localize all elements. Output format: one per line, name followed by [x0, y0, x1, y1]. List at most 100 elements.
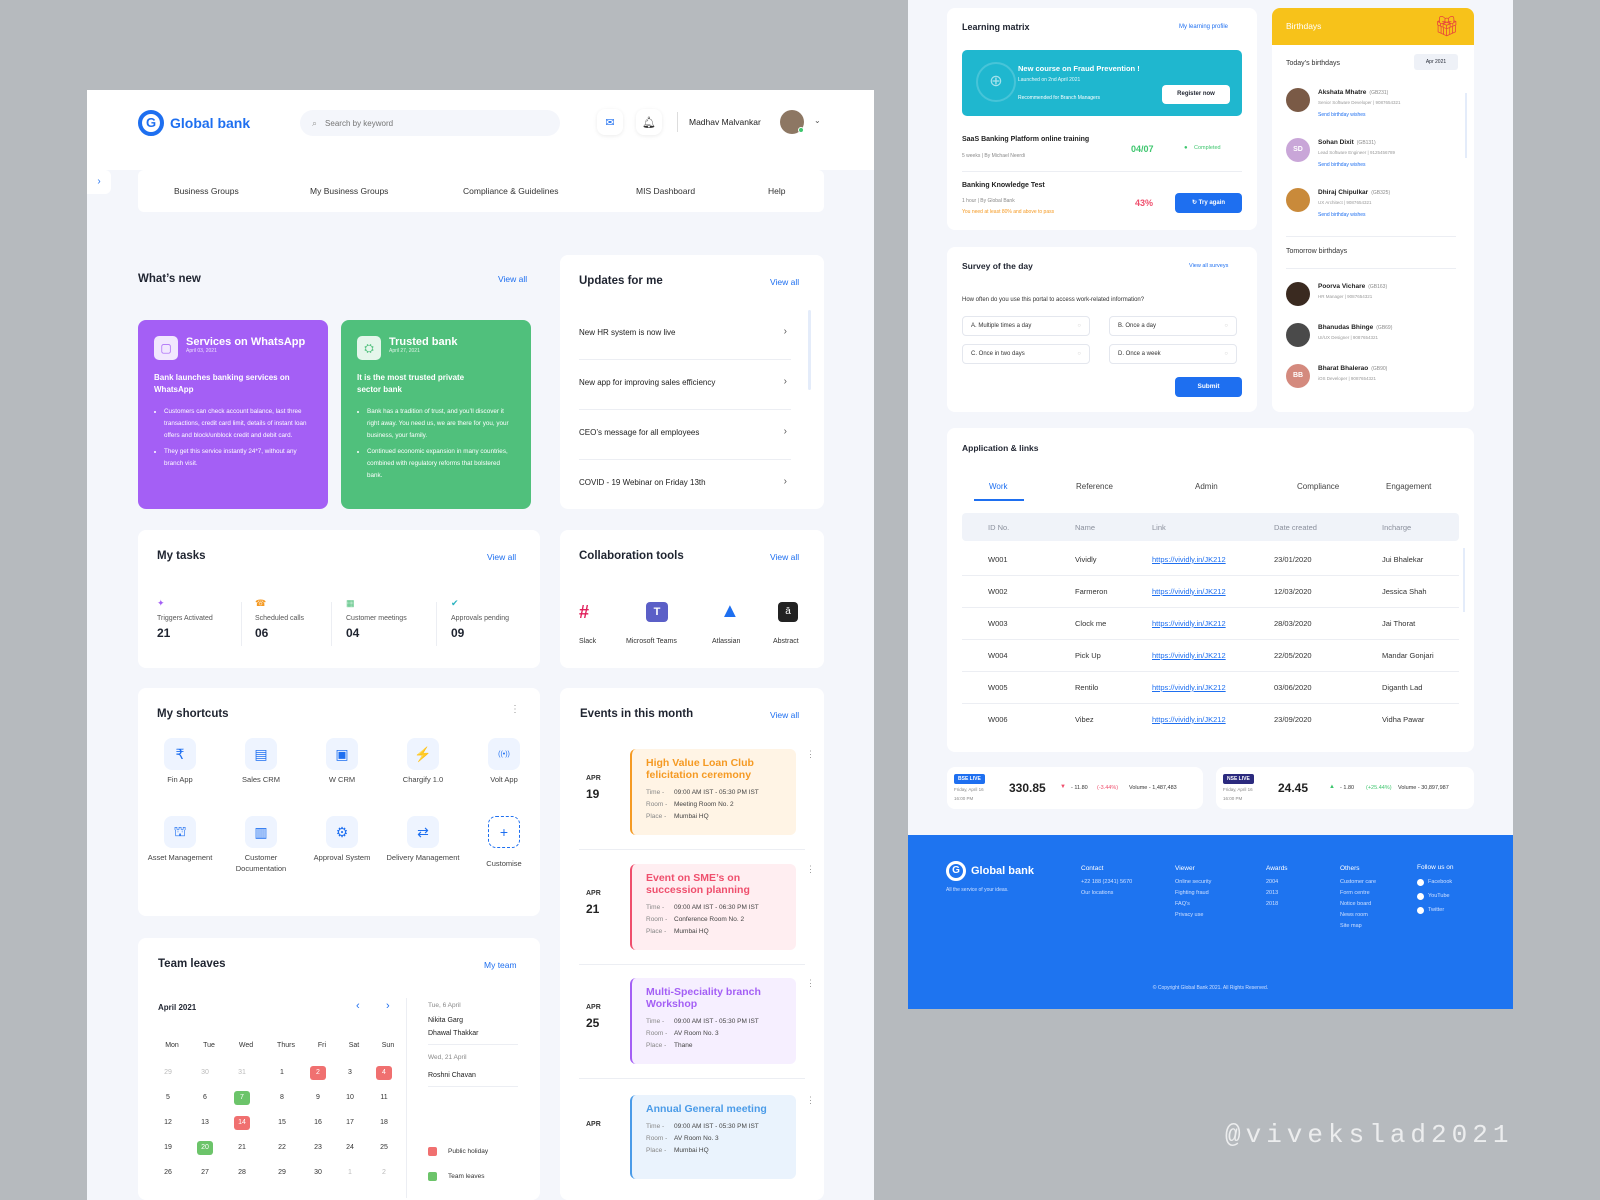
survey-option-b[interactable]: B. Once a day ○ [1109, 316, 1237, 336]
calendar-day[interactable]: 13 [201, 1119, 209, 1126]
footer-link[interactable]: 2004 [1266, 879, 1279, 885]
calendar-day[interactable]: 15 [278, 1119, 286, 1126]
calendar-day[interactable]: 6 [203, 1094, 207, 1101]
footer-link[interactable]: Site map [1340, 923, 1362, 929]
try-again-button[interactable]: ↻ Try again [1175, 193, 1242, 213]
footer-link[interactable]: News room [1340, 912, 1368, 918]
event-card[interactable]: Event on SME’s on succession planning Tim… [630, 864, 796, 950]
prev-month-button[interactable]: ‹ [356, 1000, 360, 1012]
facebook-icon[interactable] [1417, 879, 1424, 886]
footer-logo[interactable]: G Global bank [946, 861, 1034, 881]
shortcut-icon[interactable]: ▣ [326, 738, 358, 770]
social-link[interactable]: Twitter [1428, 907, 1445, 913]
search-box[interactable]: ⌕ [300, 110, 560, 136]
footer-link[interactable]: Our locations [1081, 890, 1114, 896]
stock-ticker[interactable]: BSE LIVE Friday, April 16 16:00 PM 330.85 ▼ -… [947, 767, 1203, 809]
nav-my-business-groups[interactable]: My Business Groups [310, 186, 389, 196]
calendar-day[interactable]: 8 [280, 1094, 284, 1101]
calendar-day[interactable]: 1 [348, 1169, 352, 1176]
event-card[interactable]: Multi-Speciality branch Workshop Time - 09… [630, 978, 796, 1064]
footer-link[interactable]: Fighting fraud [1175, 890, 1209, 896]
footer-link[interactable]: Form centre [1340, 890, 1370, 896]
update-item[interactable]: CEO’s message for all employees › [579, 410, 791, 460]
calendar-day[interactable]: 1 [280, 1069, 284, 1076]
birthday-scrollbar[interactable] [1465, 93, 1467, 158]
brand-logo[interactable]: G Global bank [138, 110, 250, 136]
calendar-day[interactable]: 2 [310, 1066, 326, 1080]
shortcut-icon[interactable]: ₹ [164, 738, 196, 770]
event-card[interactable]: High Value Loan Club felicitation ceremo… [630, 749, 796, 835]
app-link[interactable]: https://vividly.in/JK212 [1152, 587, 1226, 596]
shortcut-icon[interactable]: ((•)) [488, 738, 520, 770]
app-link[interactable]: https://vividly.in/JK212 [1152, 683, 1226, 692]
app-link[interactable]: https://vividly.in/JK212 [1152, 555, 1226, 564]
task-approvals[interactable]: ✔ Approvals pending 09 [451, 598, 541, 640]
social-link[interactable]: YouTube [1428, 893, 1450, 899]
calendar-day[interactable]: 20 [197, 1141, 213, 1155]
tab-engagement[interactable]: Engagement [1386, 482, 1432, 491]
calendar-day[interactable]: 11 [380, 1094, 388, 1101]
customise-icon[interactable]: + [488, 816, 520, 848]
calendar-day[interactable]: 18 [380, 1119, 388, 1126]
course-banner[interactable]: ⊕ New course on Fraud Prevention ! Launc… [962, 50, 1242, 116]
bell-icon[interactable]: 🔔︎ [636, 109, 662, 135]
avatar[interactable] [1286, 188, 1310, 212]
send-wishes-link[interactable]: Send birthday wishes [1318, 212, 1366, 218]
tasks-view-all[interactable]: View all [487, 552, 517, 562]
nav-compliance[interactable]: Compliance & Guidelines [463, 186, 559, 196]
avatar[interactable]: BB [1286, 364, 1310, 388]
social-link[interactable]: Facebook [1428, 879, 1453, 885]
calendar-day[interactable]: 16 [314, 1119, 322, 1126]
footer-link[interactable]: Online security [1175, 879, 1212, 885]
calendar-day[interactable]: 30 [314, 1169, 322, 1176]
event-card[interactable]: Annual General meeting Time - 09:00 AM IST… [630, 1095, 796, 1179]
calendar-day[interactable]: 21 [238, 1144, 246, 1151]
shortcut-icon[interactable]: ▤ [245, 738, 277, 770]
register-now-button[interactable]: Register now [1162, 85, 1230, 104]
more-icon[interactable]: ⋮ [510, 704, 520, 715]
events-view-all[interactable]: View all [770, 710, 800, 720]
calendar-day[interactable]: 28 [238, 1169, 246, 1176]
news-card-whatsapp[interactable]: ▢ Services on WhatsApp April 03, 2021 Ban… [138, 320, 328, 509]
footer-link[interactable]: 2013 [1266, 890, 1279, 896]
task-triggers[interactable]: ✦ Triggers Activated 21 [157, 598, 247, 640]
nav-business-groups[interactable]: Business Groups [174, 186, 239, 196]
task-calls[interactable]: ☎ Scheduled calls 06 [255, 598, 345, 640]
event-menu-icon[interactable]: ⋮ [806, 1095, 815, 1105]
calendar-day[interactable]: 24 [346, 1144, 354, 1151]
calendar-day[interactable]: 22 [278, 1144, 286, 1151]
shortcut-icon[interactable]: ⚡ [407, 738, 439, 770]
app-link[interactable]: https://vividly.in/JK212 [1152, 619, 1226, 628]
event-menu-icon[interactable]: ⋮ [806, 749, 815, 759]
calendar-day[interactable]: 7 [234, 1091, 250, 1105]
updates-view-all[interactable]: View all [770, 277, 800, 287]
slack-icon[interactable]: # [579, 602, 590, 622]
whats-new-view-all[interactable]: View all [498, 274, 528, 284]
shortcut-icon[interactable]: ▥ [245, 816, 277, 848]
tab-compliance[interactable]: Compliance [1297, 482, 1340, 491]
nav-mis-dashboard[interactable]: MIS Dashboard [636, 186, 696, 196]
twitter-icon[interactable] [1417, 907, 1424, 914]
search-input[interactable] [325, 118, 526, 128]
event-menu-icon[interactable]: ⋮ [806, 864, 815, 874]
view-all-surveys[interactable]: View all surveys [1189, 263, 1229, 269]
abstract-icon[interactable]: ā [778, 602, 798, 622]
footer-link[interactable]: 2018 [1266, 901, 1279, 907]
avatar[interactable] [1286, 323, 1310, 347]
footer-link[interactable]: Notice board [1340, 901, 1372, 907]
next-month-button[interactable]: › [386, 1000, 390, 1012]
avatar[interactable] [1286, 88, 1310, 112]
teams-icon[interactable]: T [646, 602, 668, 622]
calendar-day[interactable]: 19 [164, 1144, 172, 1151]
stock-ticker[interactable]: NSE LIVE Friday, April 16 16:00 PM 24.45 ▲ - … [1216, 767, 1474, 809]
atlassian-icon[interactable]: ▲ [720, 600, 740, 622]
calendar-day[interactable]: 9 [316, 1094, 320, 1101]
shortcut-icon[interactable]: ⚙ [326, 816, 358, 848]
shortcut-icon[interactable]: ⇄ [407, 816, 439, 848]
tab-work[interactable]: Work [989, 482, 1008, 491]
calendar-day[interactable]: 23 [314, 1144, 322, 1151]
user-name[interactable]: Madhav Malvankar [689, 117, 761, 127]
mail-icon[interactable]: ✉ [597, 109, 623, 135]
chevron-down-icon[interactable]: ⌄ [814, 116, 821, 125]
calendar-day[interactable]: 4 [376, 1066, 392, 1080]
